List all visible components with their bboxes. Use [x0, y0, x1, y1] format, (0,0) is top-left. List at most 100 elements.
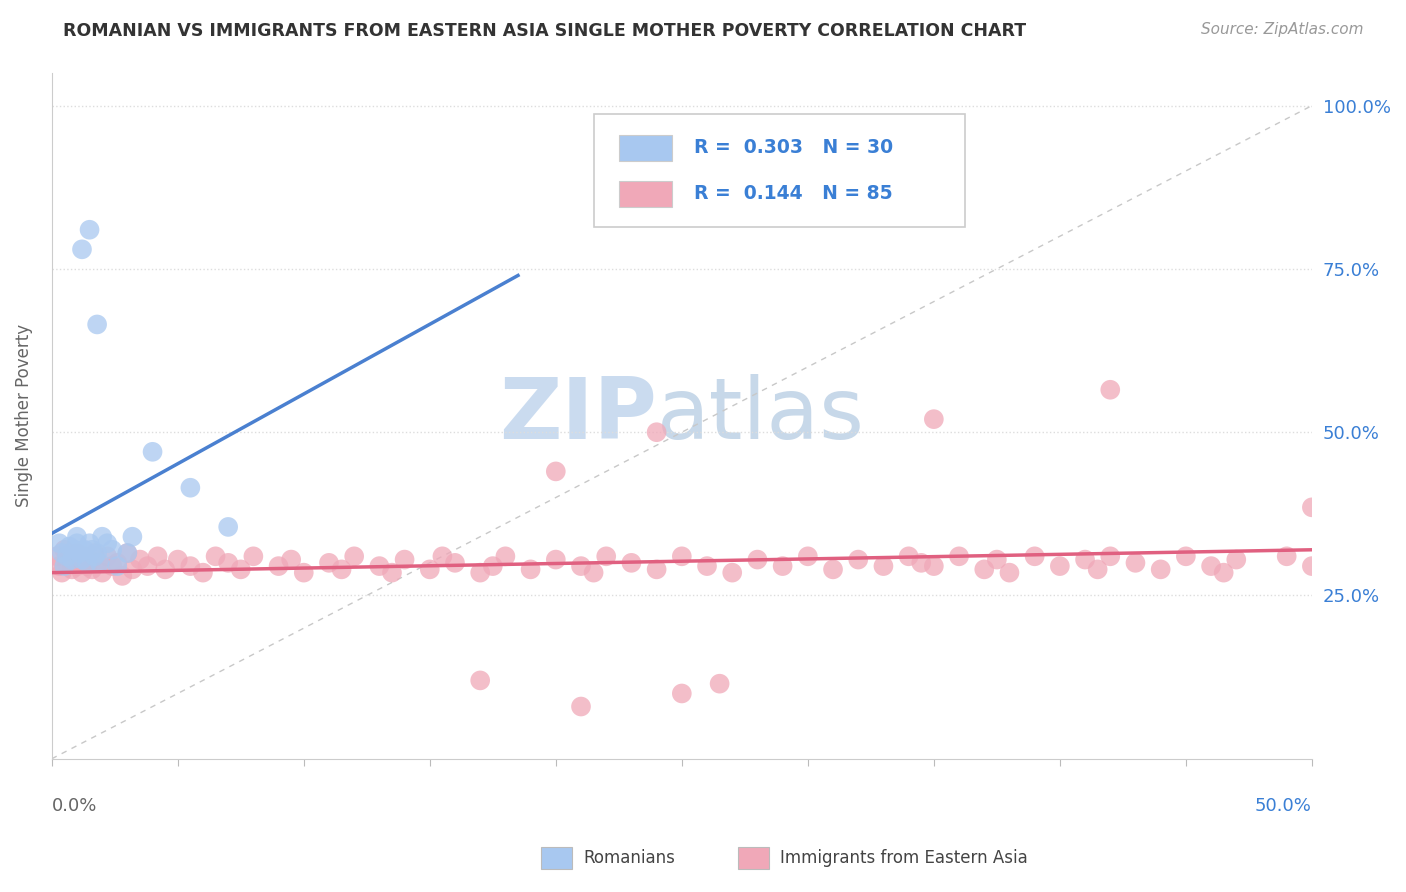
Text: atlas: atlas: [657, 375, 865, 458]
Point: [80, 542, 103, 557]
Point: [45, 549, 67, 564]
Point: [136, 559, 159, 574]
Point: [1024, 549, 1046, 564]
Point: [86, 318, 108, 332]
Point: [280, 552, 302, 566]
Point: [1150, 562, 1173, 576]
Point: [70, 552, 93, 566]
Point: [142, 445, 165, 459]
Point: [1049, 559, 1071, 574]
Point: [292, 566, 315, 580]
Point: [60, 552, 83, 566]
Point: [121, 562, 143, 576]
Point: [1174, 549, 1197, 564]
Text: Romanians: Romanians: [583, 849, 675, 867]
Point: [544, 552, 567, 566]
Point: [179, 559, 201, 574]
Point: [121, 530, 143, 544]
Point: [79, 223, 101, 237]
Point: [79, 552, 101, 566]
Text: ROMANIAN VS IMMIGRANTS FROM EASTERN ASIA SINGLE MOTHER POVERTY CORRELATION CHART: ROMANIAN VS IMMIGRANTS FROM EASTERN ASIA…: [63, 22, 1026, 40]
Point: [79, 536, 101, 550]
Point: [146, 549, 169, 564]
Point: [582, 566, 605, 580]
Point: [481, 559, 503, 574]
Point: [86, 546, 108, 560]
Point: [1275, 549, 1298, 564]
Bar: [619, 181, 672, 207]
Point: [1212, 566, 1234, 580]
Point: [494, 549, 516, 564]
Point: [1074, 552, 1097, 566]
Point: [1125, 556, 1147, 570]
Point: [910, 556, 932, 570]
Point: [96, 549, 118, 564]
Point: [897, 549, 920, 564]
Point: [671, 686, 693, 700]
Point: [872, 559, 894, 574]
Point: [179, 481, 201, 495]
Point: [69, 546, 91, 560]
Point: [101, 559, 124, 574]
Point: [242, 549, 264, 564]
Point: [53, 542, 76, 557]
Point: [595, 549, 617, 564]
Point: [56, 556, 79, 570]
Point: [267, 559, 290, 574]
Point: [101, 542, 124, 557]
Point: [381, 566, 404, 580]
Point: [217, 520, 239, 534]
Point: [671, 549, 693, 564]
Point: [63, 552, 86, 566]
Point: [709, 676, 731, 690]
Point: [343, 549, 366, 564]
Point: [51, 546, 73, 560]
Point: [645, 425, 668, 440]
FancyBboxPatch shape: [593, 114, 966, 227]
Point: [368, 559, 391, 574]
Point: [821, 562, 844, 576]
Point: [191, 566, 214, 580]
Point: [53, 559, 76, 574]
Point: [117, 546, 139, 560]
Point: [73, 542, 96, 557]
Point: [105, 556, 128, 570]
Point: [1087, 562, 1109, 576]
Point: [86, 556, 108, 570]
Point: [1301, 559, 1323, 574]
Point: [111, 569, 134, 583]
Point: [922, 412, 945, 426]
Point: [66, 536, 89, 550]
Point: [318, 556, 340, 570]
Text: ZIP: ZIP: [499, 375, 657, 458]
Point: [444, 556, 467, 570]
Point: [544, 464, 567, 478]
Point: [76, 556, 98, 570]
Point: [846, 552, 869, 566]
Point: [204, 549, 226, 564]
Point: [70, 566, 93, 580]
Point: [66, 530, 89, 544]
Point: [470, 566, 492, 580]
Point: [696, 559, 718, 574]
Point: [569, 699, 592, 714]
Point: [948, 549, 970, 564]
Point: [48, 559, 70, 574]
Point: [48, 536, 70, 550]
Bar: [619, 135, 672, 161]
Point: [166, 552, 188, 566]
Point: [229, 562, 252, 576]
Point: [986, 552, 1008, 566]
Point: [58, 549, 80, 564]
Point: [721, 566, 744, 580]
Text: Source: ZipAtlas.com: Source: ZipAtlas.com: [1201, 22, 1364, 37]
Point: [70, 243, 93, 257]
Point: [58, 540, 80, 554]
Text: R =  0.303   N = 30: R = 0.303 N = 30: [695, 138, 894, 157]
Point: [56, 549, 79, 564]
Point: [89, 556, 111, 570]
Point: [105, 559, 128, 574]
Point: [83, 546, 105, 560]
Point: [73, 549, 96, 564]
Point: [63, 542, 86, 557]
